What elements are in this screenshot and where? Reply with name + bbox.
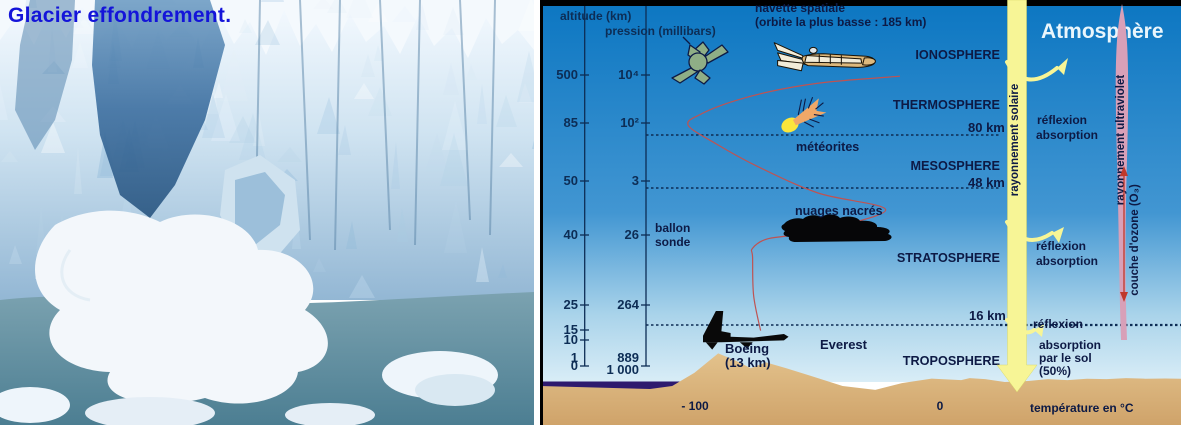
svg-text:sonde: sonde	[655, 235, 691, 249]
svg-text:1 000: 1 000	[606, 362, 639, 377]
svg-text:- 100: - 100	[681, 399, 709, 413]
svg-text:rayonnement ultraviolet: rayonnement ultraviolet	[1115, 75, 1127, 206]
svg-text:16 km: 16 km	[969, 308, 1006, 323]
svg-text:THERMOSPHERE: THERMOSPHERE	[893, 98, 1000, 112]
svg-text:(13 km): (13 km)	[725, 355, 771, 370]
svg-text:48 km: 48 km	[968, 175, 1005, 190]
svg-text:MESOSPHERE: MESOSPHERE	[910, 159, 1000, 173]
svg-text:navette spatiale: navette spatiale	[755, 1, 845, 15]
svg-text:réflexion: réflexion	[1037, 113, 1087, 127]
svg-text:absorption: absorption	[1036, 128, 1098, 142]
svg-text:altitude (km): altitude (km)	[560, 9, 631, 23]
svg-text:absorption: absorption	[1039, 338, 1101, 352]
svg-text:(orbite la plus basse : 185 km: (orbite la plus basse : 185 km)	[755, 15, 926, 29]
svg-text:absorption: absorption	[1036, 254, 1098, 268]
svg-text:météorites: météorites	[796, 140, 859, 154]
svg-text:0: 0	[937, 399, 944, 413]
svg-text:264: 264	[617, 297, 639, 312]
svg-text:(50%): (50%)	[1039, 364, 1071, 378]
svg-text:température en °C: température en °C	[1030, 401, 1134, 415]
svg-text:50: 50	[564, 173, 578, 188]
svg-text:STRATOSPHERE: STRATOSPHERE	[897, 251, 1000, 265]
svg-text:0: 0	[571, 358, 578, 373]
svg-text:par le sol: par le sol	[1039, 351, 1092, 365]
svg-text:80 km: 80 km	[968, 120, 1005, 135]
svg-text:rayonnement solaire: rayonnement solaire	[1009, 84, 1021, 196]
svg-text:10²: 10²	[620, 115, 639, 130]
svg-text:Boeing: Boeing	[725, 341, 769, 356]
svg-text:Atmosphère: Atmosphère	[1041, 20, 1164, 43]
svg-text:40: 40	[564, 227, 578, 242]
svg-text:pression (millibars): pression (millibars)	[605, 24, 716, 38]
svg-text:nuages nacrés: nuages nacrés	[795, 204, 883, 218]
svg-text:10⁴: 10⁴	[618, 67, 639, 82]
svg-text:réflexion: réflexion	[1033, 317, 1083, 331]
svg-text:IONOSPHERE: IONOSPHERE	[915, 48, 1000, 62]
svg-text:26: 26	[625, 227, 639, 242]
svg-text:couche d'ozone (O₃): couche d'ozone (O₃)	[1129, 184, 1141, 296]
svg-text:25: 25	[564, 297, 578, 312]
svg-text:Everest: Everest	[820, 337, 868, 352]
svg-text:réflexion: réflexion	[1036, 239, 1086, 253]
svg-text:85: 85	[564, 115, 578, 130]
svg-text:500: 500	[556, 67, 578, 82]
svg-text:10: 10	[564, 332, 578, 347]
svg-text:ballon: ballon	[655, 221, 690, 235]
svg-text:TROPOSPHERE: TROPOSPHERE	[903, 354, 1000, 368]
svg-text:3: 3	[632, 173, 639, 188]
